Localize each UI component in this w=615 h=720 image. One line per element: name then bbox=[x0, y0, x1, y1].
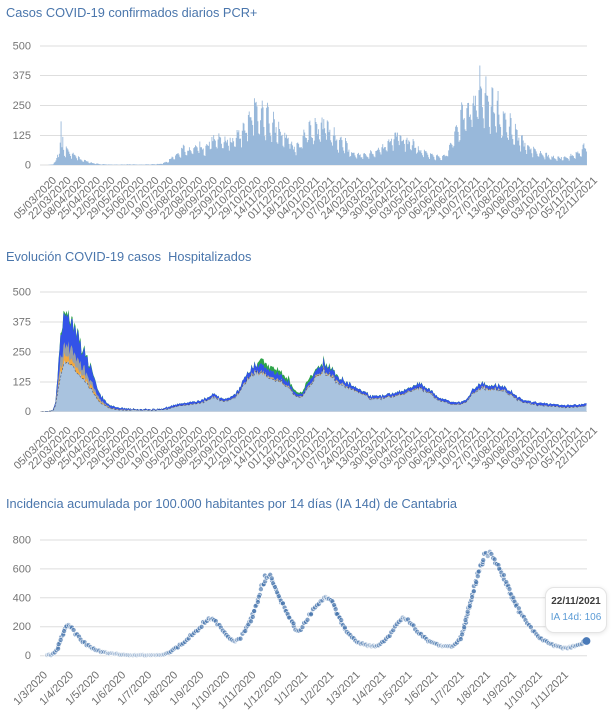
svg-text:Casos COVID-19 confirmados dia: Casos COVID-19 confirmados diarios PCR+ bbox=[6, 5, 257, 20]
svg-text:Evolución COVID-19 casos Hosp: Evolución COVID-19 casos Hospitalizados bbox=[6, 249, 251, 264]
svg-text:500: 500 bbox=[13, 287, 31, 299]
svg-text:400: 400 bbox=[13, 592, 31, 604]
svg-text:200: 200 bbox=[13, 621, 31, 633]
svg-text:250: 250 bbox=[13, 100, 31, 112]
svg-text:375: 375 bbox=[13, 70, 31, 82]
svg-text:125: 125 bbox=[13, 377, 31, 389]
svg-text:800: 800 bbox=[13, 535, 31, 547]
svg-text:250: 250 bbox=[13, 347, 31, 359]
svg-text:0: 0 bbox=[25, 650, 31, 662]
svg-text:600: 600 bbox=[13, 563, 31, 575]
svg-text:500: 500 bbox=[13, 41, 31, 53]
svg-text:Incidencia acumulada por 100.0: Incidencia acumulada por 100.000 habitan… bbox=[6, 496, 458, 511]
svg-text:0: 0 bbox=[25, 160, 31, 172]
svg-text:375: 375 bbox=[13, 317, 31, 329]
svg-text:0: 0 bbox=[25, 406, 31, 418]
svg-text:125: 125 bbox=[13, 130, 31, 142]
